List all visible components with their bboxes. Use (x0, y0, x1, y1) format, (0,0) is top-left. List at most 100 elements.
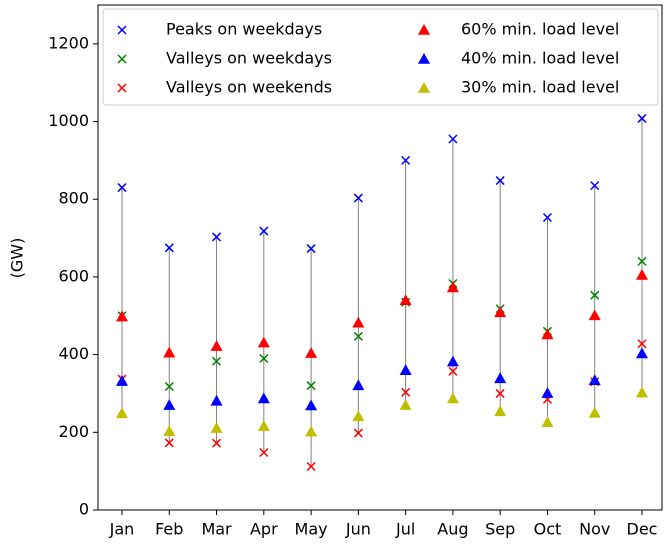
legend-marker (117, 54, 127, 64)
legend-label: 30% min. load level (461, 78, 619, 97)
data-point (541, 328, 554, 340)
x-tick-label: Sep (485, 520, 515, 539)
legend-marker (418, 24, 430, 35)
data-point (305, 425, 318, 437)
data-point (164, 243, 174, 253)
x-tick-label: Jan (109, 520, 135, 539)
data-point (116, 310, 128, 322)
data-point (116, 407, 128, 419)
data-point (117, 183, 127, 193)
data-point (446, 355, 459, 367)
legend-marker (418, 82, 430, 93)
data-point (448, 366, 458, 376)
x-tick-label: Oct (534, 520, 562, 539)
data-point (306, 244, 316, 254)
data-point (352, 316, 365, 328)
x-tick-label: May (295, 520, 328, 539)
legend-box (102, 8, 659, 106)
data-point (636, 386, 648, 398)
data-point (446, 281, 459, 293)
data-point (494, 405, 507, 417)
data-point (541, 387, 554, 398)
y-tick-label: 1000 (48, 111, 89, 130)
data-point (637, 256, 647, 266)
data-point (495, 176, 505, 186)
x-tick-label: Mar (201, 520, 232, 539)
legend-marker (418, 53, 430, 64)
data-point (494, 372, 507, 384)
data-point (164, 381, 174, 391)
y-tick-label: 1200 (48, 33, 89, 52)
data-point (259, 226, 269, 236)
data-point (116, 375, 128, 386)
data-point (257, 336, 270, 348)
data-point (212, 356, 222, 366)
data-point (399, 294, 412, 306)
legend-label: Valleys on weekends (166, 78, 332, 97)
legend-label: Valleys on weekdays (166, 49, 332, 68)
data-point (306, 461, 316, 472)
y-tick-label: 0 (79, 500, 89, 519)
data-point (163, 399, 176, 410)
legend-marker (117, 25, 127, 35)
data-point (305, 347, 318, 358)
data-point (163, 346, 176, 358)
legend-label: Peaks on weekdays (166, 20, 322, 39)
data-point (588, 309, 601, 321)
data-point (306, 381, 316, 391)
data-point (495, 388, 505, 398)
data-point (637, 339, 647, 349)
data-point (257, 420, 270, 431)
data-point (590, 290, 600, 300)
data-point (588, 374, 601, 386)
x-tick-label: Jun (345, 520, 371, 539)
data-point (259, 447, 269, 458)
data-point (353, 428, 363, 438)
data-point (212, 232, 222, 242)
y-tick-label: 600 (58, 266, 89, 285)
legend-label: 40% min. load level (461, 49, 619, 68)
data-point (542, 212, 552, 223)
data-point (352, 379, 365, 391)
plot-frame (97, 4, 663, 511)
y-tick-label: 800 (58, 189, 89, 208)
data-point (590, 181, 600, 191)
data-point (163, 425, 176, 436)
data-point (636, 347, 648, 359)
data-point (399, 399, 412, 410)
data-point (636, 268, 648, 280)
data-point (210, 340, 223, 351)
data-point (401, 155, 411, 165)
y-tick-label: 200 (58, 422, 89, 441)
legend-marker (117, 83, 127, 93)
x-tick-label: Dec (627, 520, 658, 539)
data-point (399, 364, 412, 375)
data-point (448, 134, 458, 144)
legend-label: 60% min. load level (461, 20, 619, 39)
data-point (446, 392, 459, 404)
data-point (259, 353, 269, 364)
data-point (164, 438, 174, 448)
data-point (210, 394, 223, 406)
data-point (541, 416, 554, 428)
data-point (353, 193, 363, 203)
data-point (212, 438, 222, 448)
data-point (305, 399, 318, 411)
data-point (353, 331, 363, 341)
data-point (494, 306, 507, 318)
x-tick-label: Apr (250, 520, 278, 539)
x-tick-label: Nov (579, 520, 610, 539)
x-tick-label: Feb (155, 520, 183, 539)
data-point (637, 113, 647, 123)
x-tick-label: Aug (437, 520, 468, 539)
y-tick-label: 400 (58, 344, 89, 363)
data-point (210, 422, 223, 433)
data-point (257, 392, 270, 404)
y-axis-label: (GW) (8, 238, 27, 279)
data-point (401, 387, 411, 397)
data-point (588, 406, 601, 418)
data-point (352, 410, 365, 422)
x-tick-label: Jul (395, 520, 415, 539)
